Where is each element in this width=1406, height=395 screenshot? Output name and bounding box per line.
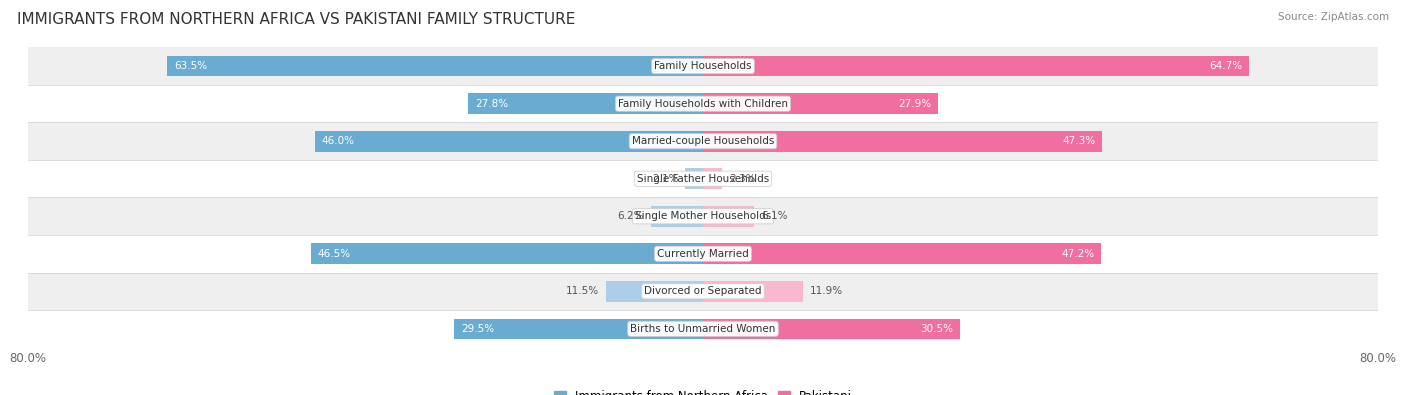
Text: Source: ZipAtlas.com: Source: ZipAtlas.com [1278, 12, 1389, 22]
Text: Family Households: Family Households [654, 61, 752, 71]
Bar [315, 131, 703, 152]
Text: Married-couple Households: Married-couple Households [631, 136, 775, 146]
Bar [685, 168, 703, 189]
Text: 6.1%: 6.1% [761, 211, 787, 221]
Bar [468, 93, 703, 114]
Bar [28, 47, 1378, 85]
Bar [703, 243, 1101, 264]
Text: 2.3%: 2.3% [730, 174, 755, 184]
Bar [28, 160, 1378, 198]
Bar [311, 243, 703, 264]
Text: 2.1%: 2.1% [652, 174, 679, 184]
Text: Births to Unmarried Women: Births to Unmarried Women [630, 324, 776, 334]
Text: Family Households with Children: Family Households with Children [619, 99, 787, 109]
Bar [454, 318, 703, 339]
Text: 27.9%: 27.9% [898, 99, 932, 109]
Legend: Immigrants from Northern Africa, Pakistani: Immigrants from Northern Africa, Pakista… [550, 385, 856, 395]
Text: 46.5%: 46.5% [318, 249, 350, 259]
Text: Single Father Households: Single Father Households [637, 174, 769, 184]
Text: Currently Married: Currently Married [657, 249, 749, 259]
Text: 46.0%: 46.0% [322, 136, 354, 146]
Bar [167, 56, 703, 77]
Text: 11.9%: 11.9% [810, 286, 844, 296]
Bar [703, 131, 1102, 152]
Text: Divorced or Separated: Divorced or Separated [644, 286, 762, 296]
Text: 11.5%: 11.5% [567, 286, 599, 296]
Bar [28, 122, 1378, 160]
Text: 6.2%: 6.2% [617, 211, 644, 221]
Bar [28, 198, 1378, 235]
Bar [651, 206, 703, 227]
Text: 47.2%: 47.2% [1062, 249, 1094, 259]
Bar [703, 318, 960, 339]
Text: 47.3%: 47.3% [1062, 136, 1095, 146]
Bar [28, 273, 1378, 310]
Bar [703, 93, 938, 114]
Text: 29.5%: 29.5% [461, 324, 494, 334]
Bar [606, 281, 703, 302]
Text: 27.8%: 27.8% [475, 99, 509, 109]
Bar [703, 281, 803, 302]
Text: 64.7%: 64.7% [1209, 61, 1241, 71]
Text: 30.5%: 30.5% [921, 324, 953, 334]
Bar [28, 310, 1378, 348]
Text: 63.5%: 63.5% [174, 61, 207, 71]
Bar [703, 56, 1249, 77]
Bar [28, 85, 1378, 122]
Bar [703, 206, 755, 227]
Text: IMMIGRANTS FROM NORTHERN AFRICA VS PAKISTANI FAMILY STRUCTURE: IMMIGRANTS FROM NORTHERN AFRICA VS PAKIS… [17, 12, 575, 27]
Bar [28, 235, 1378, 273]
Text: Single Mother Households: Single Mother Households [636, 211, 770, 221]
Bar [703, 168, 723, 189]
